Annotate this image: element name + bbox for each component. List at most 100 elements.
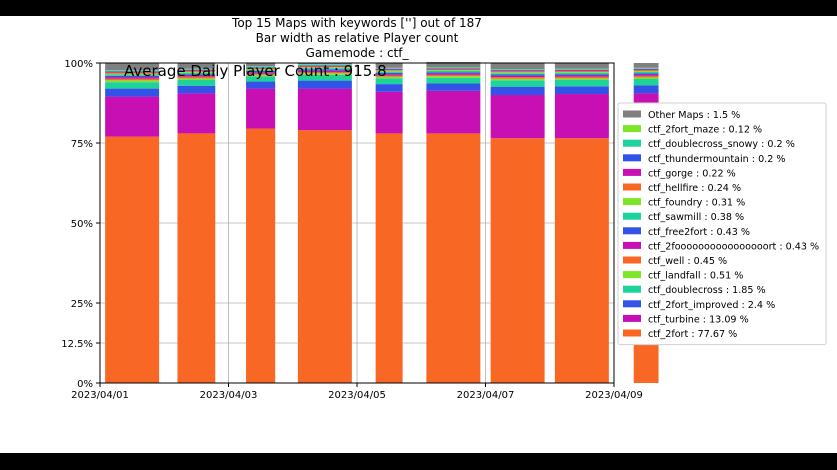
bar-segment bbox=[426, 68, 481, 69]
bar-segment bbox=[246, 74, 276, 77]
bar-segment bbox=[554, 69, 609, 71]
bar-segment bbox=[105, 77, 160, 79]
bar-segment bbox=[490, 69, 545, 71]
bar-segment bbox=[105, 71, 160, 72]
bar-segment bbox=[426, 70, 481, 71]
bar-segment bbox=[554, 71, 609, 72]
bar-segment bbox=[105, 80, 160, 83]
legend-box bbox=[617, 102, 827, 346]
bar-segment bbox=[375, 78, 403, 85]
bar-segment bbox=[554, 74, 609, 76]
bar-segment bbox=[554, 79, 609, 87]
x-tick-label: 2023/04/09 bbox=[585, 390, 643, 401]
legend-swatch bbox=[623, 125, 641, 133]
bar-segment bbox=[426, 73, 481, 75]
bar-segment bbox=[426, 83, 481, 91]
bar-segment bbox=[246, 63, 276, 67]
bar-segment bbox=[375, 91, 403, 134]
bar-segment bbox=[633, 71, 659, 74]
bar-segment bbox=[490, 73, 545, 75]
bar-segment bbox=[105, 82, 160, 89]
bar-segment bbox=[105, 78, 160, 81]
legend-label: ctf_2fort_improved : 2.4 % bbox=[648, 300, 775, 311]
bar-segment bbox=[633, 77, 659, 79]
bar-segment bbox=[297, 66, 352, 68]
bar-segment bbox=[554, 138, 609, 383]
bar-segment bbox=[297, 70, 352, 72]
bar-segment bbox=[375, 84, 403, 92]
bar-segment bbox=[375, 63, 403, 68]
y-tick-label: 25% bbox=[71, 299, 93, 310]
chart-title-line-2: Bar width as relative Player count bbox=[255, 31, 459, 45]
bar-segment bbox=[633, 71, 659, 72]
bar-segment bbox=[246, 81, 276, 89]
bar-segment bbox=[633, 68, 659, 69]
bar-segment bbox=[246, 69, 276, 71]
bar-segment bbox=[490, 62, 545, 70]
bar-segment bbox=[297, 65, 352, 67]
bar-segment bbox=[554, 94, 609, 139]
bar-segment bbox=[426, 90, 481, 134]
bar-segment bbox=[490, 80, 545, 87]
bar-segment bbox=[554, 75, 609, 77]
bar-segment bbox=[177, 74, 216, 76]
bar-segment bbox=[297, 74, 352, 81]
bar-segment bbox=[490, 86, 545, 95]
bar-segment bbox=[633, 63, 659, 68]
legend-swatch bbox=[623, 300, 641, 308]
legend-swatch bbox=[623, 212, 641, 220]
legend-label: ctf_doublecross : 1.85 % bbox=[648, 285, 766, 296]
bar-segment bbox=[297, 63, 352, 65]
bar-segment bbox=[297, 64, 352, 66]
bar-segment bbox=[490, 95, 545, 139]
legend-swatch bbox=[623, 183, 641, 191]
x-tick-label: 2023/04/03 bbox=[200, 390, 258, 401]
bar-segment bbox=[375, 69, 403, 71]
legend-swatch bbox=[623, 168, 641, 176]
bar-segment bbox=[375, 76, 403, 79]
bar-segment bbox=[297, 67, 352, 69]
bar-segment bbox=[633, 85, 659, 94]
top-black-band bbox=[0, 0, 837, 16]
bar-segment bbox=[490, 75, 545, 78]
bar-segment bbox=[177, 71, 216, 73]
bar-segment bbox=[105, 74, 160, 76]
legend-swatch bbox=[623, 329, 641, 337]
bar-segment bbox=[633, 69, 659, 71]
chart-title-line-1: Top 15 Maps with keywords [''] out of 18… bbox=[232, 16, 482, 30]
y-tick-label: 0% bbox=[77, 379, 93, 390]
bar-segment bbox=[177, 63, 216, 69]
bar-segment bbox=[554, 69, 609, 70]
legend-label: ctf_gorge : 0.22 % bbox=[648, 168, 736, 179]
bar-segment bbox=[426, 69, 481, 71]
bar-segment bbox=[375, 71, 403, 73]
bar-segment bbox=[490, 77, 545, 79]
bar-segment bbox=[490, 71, 545, 73]
bar-segment bbox=[246, 66, 276, 68]
legend-swatch bbox=[623, 241, 641, 249]
bar-segment bbox=[246, 88, 276, 129]
legend-label: ctf_2fort_maze : 0.12 % bbox=[648, 125, 762, 136]
bar-segment bbox=[554, 71, 609, 73]
legend-swatch bbox=[623, 271, 641, 279]
bar-segment bbox=[246, 67, 276, 69]
bar-segment bbox=[297, 80, 352, 89]
bar-segment bbox=[246, 76, 276, 82]
bar-segment bbox=[177, 85, 216, 94]
legend-swatch bbox=[623, 285, 641, 293]
y-tick-label: 100% bbox=[64, 59, 93, 70]
legend-swatch bbox=[623, 198, 641, 206]
bar-segment bbox=[177, 78, 216, 80]
bar-segment bbox=[105, 73, 160, 75]
bar-segment bbox=[246, 67, 276, 68]
legend-swatch bbox=[623, 110, 641, 118]
x-tick-label: 2023/04/01 bbox=[71, 390, 129, 401]
bar-segment bbox=[490, 74, 545, 76]
legend-label: ctf_2fort : 77.67 % bbox=[648, 329, 737, 340]
bar-segment bbox=[297, 71, 352, 74]
bar-segment bbox=[633, 73, 659, 75]
legend-swatch bbox=[623, 256, 641, 264]
bar-segment bbox=[297, 73, 352, 75]
legend-label: ctf_doublecross_snowy : 0.2 % bbox=[648, 139, 795, 150]
x-tick-label: 2023/04/05 bbox=[328, 390, 386, 401]
